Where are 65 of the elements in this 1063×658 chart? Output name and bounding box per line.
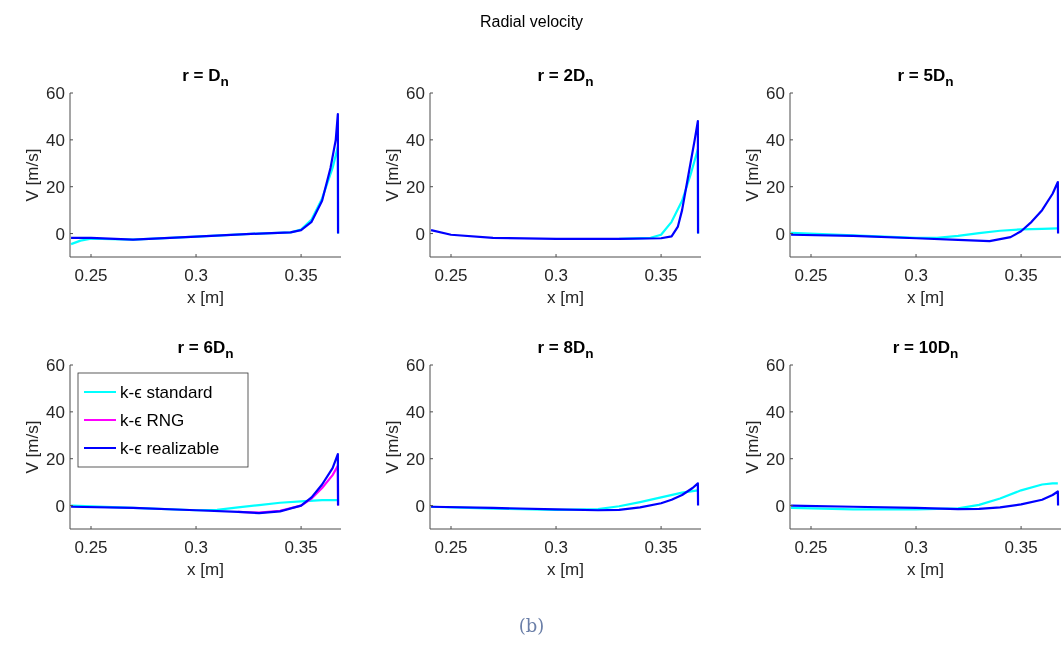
x-tick-label: 0.3 bbox=[904, 538, 928, 557]
x-axis-title: x [m] bbox=[187, 560, 224, 579]
x-tick-label: 0.25 bbox=[74, 538, 108, 557]
x-tick-label: 0.35 bbox=[284, 538, 318, 557]
y-tick-label: 60 bbox=[766, 356, 785, 375]
text: (b) bbox=[518, 615, 545, 636]
text: Radial velocity bbox=[479, 13, 584, 30]
x-tick-label: 0.3 bbox=[184, 538, 208, 557]
x-axis-title: x [m] bbox=[547, 288, 584, 307]
x-tick-label: 0.25 bbox=[794, 266, 828, 285]
chart-title: r = 2D$_{n}$ bbox=[537, 66, 594, 89]
y-tick-label: 40 bbox=[46, 402, 65, 422]
x-axis-title: x [m] bbox=[547, 560, 584, 579]
x-tick-label: 0.35 bbox=[644, 266, 678, 285]
y-tick-label: 40 bbox=[406, 130, 425, 150]
y-tick-label: 60 bbox=[406, 356, 425, 375]
y-tick-label: 20 bbox=[766, 177, 785, 197]
y-tick-label: 40 bbox=[766, 130, 785, 150]
x-tick-label: 0.3 bbox=[904, 266, 928, 285]
chart-title: r = D$_{n}$ bbox=[182, 66, 229, 89]
x-tick-label: 0.25 bbox=[74, 266, 108, 285]
y-tick-label: 60 bbox=[406, 84, 425, 103]
y-tick-label: 40 bbox=[766, 402, 785, 422]
y-axis-title: V [m/s] bbox=[23, 148, 42, 202]
y-tick-label: 20 bbox=[46, 177, 65, 197]
y-tick-label: 20 bbox=[46, 449, 65, 469]
x-tick-label: 0.35 bbox=[284, 266, 318, 285]
x-axis-title: x [m] bbox=[907, 288, 944, 307]
y-tick-label: 60 bbox=[766, 84, 785, 103]
y-tick-label: 0 bbox=[775, 224, 785, 244]
x-tick-label: 0.35 bbox=[1004, 538, 1038, 557]
x-tick-label: 0.35 bbox=[1004, 266, 1038, 285]
y-axis-title: V [m/s] bbox=[23, 420, 42, 474]
y-tick-label: 60 bbox=[46, 84, 65, 103]
x-tick-label: 0.25 bbox=[434, 538, 468, 557]
y-tick-label: 0 bbox=[415, 224, 425, 244]
chart-title: r = 8D$_{n}$ bbox=[537, 338, 594, 361]
x-tick-label: 0.35 bbox=[644, 538, 678, 557]
y-axis-title: V [m/s] bbox=[743, 148, 762, 202]
legend-label: k-ϵ standard bbox=[120, 383, 213, 402]
y-tick-label: 40 bbox=[406, 402, 425, 422]
x-axis-title: x [m] bbox=[187, 288, 224, 307]
chart-title: r = 5D$_{n}$ bbox=[897, 66, 954, 89]
x-tick-label: 0.3 bbox=[544, 266, 568, 285]
x-tick-label: 0.25 bbox=[434, 266, 468, 285]
y-axis-title: V [m/s] bbox=[743, 420, 762, 474]
y-axis-title: V [m/s] bbox=[383, 148, 402, 202]
legend-label: k-ϵ realizable bbox=[120, 439, 220, 458]
y-tick-label: 60 bbox=[46, 356, 65, 375]
chart-title: r = 6D$_{n}$ bbox=[177, 338, 234, 361]
y-tick-label: 0 bbox=[55, 496, 65, 516]
x-axis-title: x [m] bbox=[907, 560, 944, 579]
y-tick-label: 40 bbox=[46, 130, 65, 150]
chart-title: r = 10D$_{n}$ bbox=[892, 338, 959, 361]
x-tick-label: 0.3 bbox=[184, 266, 208, 285]
y-tick-label: 20 bbox=[406, 449, 425, 469]
y-axis-title: V [m/s] bbox=[383, 420, 402, 474]
x-tick-label: 0.25 bbox=[794, 538, 828, 557]
y-tick-label: 0 bbox=[415, 496, 425, 516]
y-tick-label: 20 bbox=[766, 449, 785, 469]
x-tick-label: 0.3 bbox=[544, 538, 568, 557]
legend-label: k-ϵ RNG bbox=[120, 411, 185, 430]
y-tick-label: 20 bbox=[406, 177, 425, 197]
y-tick-label: 0 bbox=[55, 224, 65, 244]
y-tick-label: 0 bbox=[775, 496, 785, 516]
